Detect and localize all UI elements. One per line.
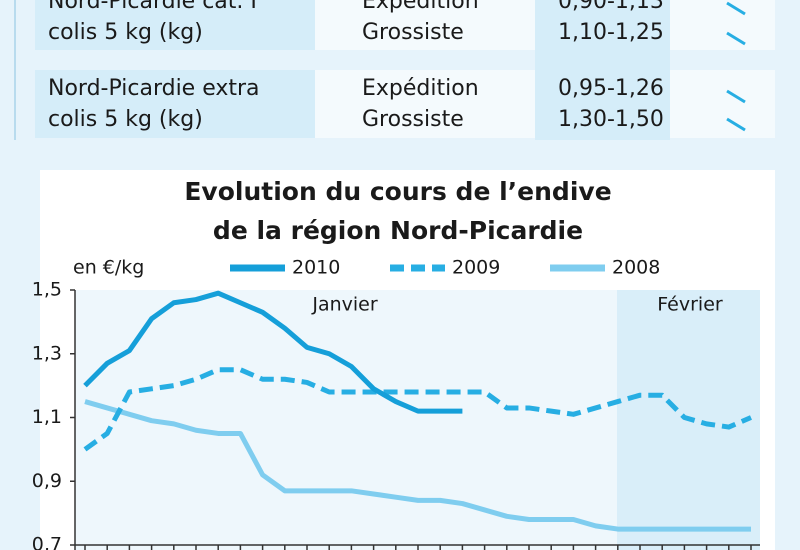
y-tick-label: 1,5: [32, 279, 62, 301]
price: 1,30-1,50: [558, 107, 664, 132]
chart-title: Evolution du cours de l’endive: [184, 177, 611, 206]
y-tick-label: 0,7: [32, 534, 62, 550]
series-line: [83, 367, 752, 452]
product-name: colis 5 kg (kg): [48, 107, 203, 132]
legend-label: 2009: [452, 257, 500, 279]
series-line: [84, 399, 751, 532]
annotation: Janvier: [311, 294, 378, 316]
trend-arrows: [726, 1, 746, 132]
y-tick-label: 1,1: [32, 406, 62, 428]
legend-label: 2010: [292, 257, 340, 279]
stage: Expédition: [362, 0, 479, 14]
product-name: Nord-Picardie extra: [48, 76, 260, 101]
price-column: [535, 0, 670, 140]
product-cell: [35, 70, 315, 138]
product-name: colis 5 kg (kg): [48, 20, 203, 45]
price: 0,90-1,13: [558, 0, 664, 14]
legend-label: 2008: [612, 257, 660, 279]
y-axis-label: en €/kg: [73, 257, 144, 279]
stage-cell: [315, 70, 535, 138]
chart-title: de la région Nord-Picardie: [213, 216, 583, 245]
y-tick-label: 0,9: [32, 470, 62, 492]
series-line: [83, 290, 463, 414]
trend-cell: [670, 0, 775, 50]
stage: Grossiste: [362, 20, 464, 45]
price: 0,95-1,26: [558, 76, 664, 101]
product-cell: [35, 0, 315, 50]
price: 1,10-1,25: [558, 20, 664, 45]
product-name: Nord-Picardie cat. I: [48, 0, 257, 14]
stage: Expédition: [362, 76, 479, 101]
stage: Grossiste: [362, 107, 464, 132]
trend-cell: [670, 70, 775, 138]
stage-cell: [315, 0, 535, 50]
y-tick-label: 1,3: [32, 342, 62, 364]
annotation: Février: [657, 294, 723, 316]
